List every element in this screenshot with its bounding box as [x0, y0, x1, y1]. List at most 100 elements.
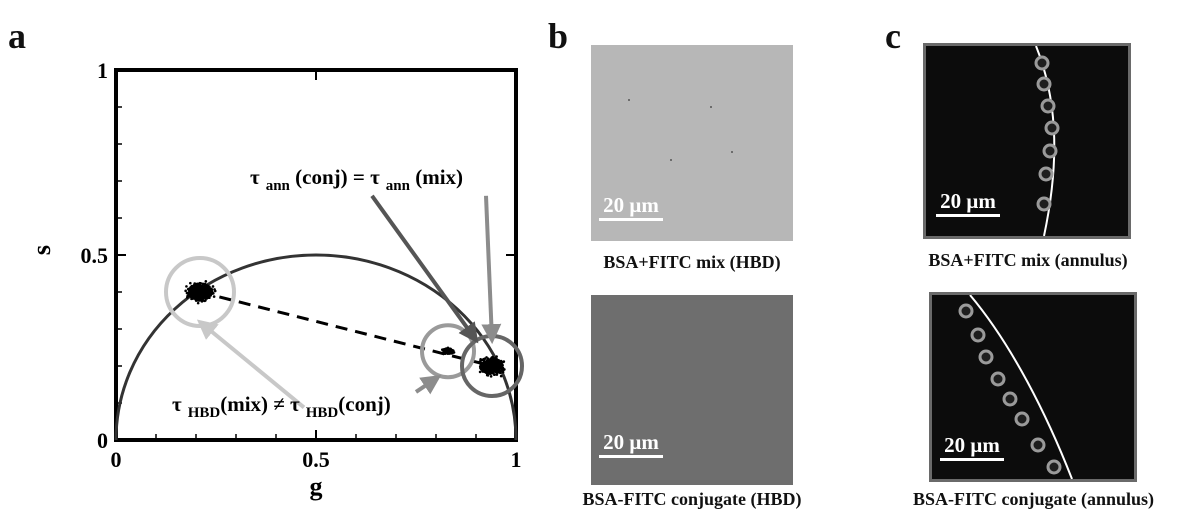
scatter-point [195, 286, 198, 290]
scatter-point [212, 295, 216, 298]
cell-marker [1034, 55, 1050, 71]
scatter-point [211, 285, 215, 288]
scatter-point [485, 363, 489, 366]
scatter-point [209, 294, 212, 297]
scale-bar-label: 20 μm [603, 193, 659, 217]
scatter-point [189, 281, 192, 285]
scatter-point [188, 288, 192, 291]
scatter-point [193, 288, 197, 292]
cell-marker [1046, 459, 1062, 475]
panel-label-c: c [885, 16, 901, 56]
cell-marker [1040, 98, 1056, 114]
x-axis-label: g [310, 472, 323, 501]
scatter-point [194, 296, 198, 300]
cell-marker [1036, 76, 1052, 92]
scatter-point [485, 359, 489, 362]
scatter-point [192, 297, 195, 300]
scatter-points [184, 280, 506, 378]
y-axis-label: s [27, 245, 56, 255]
cell-marker [1030, 437, 1046, 453]
cell-marker [1044, 120, 1060, 136]
caption-bsa-fitc-conjugate-annulus: BSA-FITC conjugate (annulus) [912, 489, 1155, 509]
scatter-point [197, 290, 201, 294]
annulus-boundary [969, 295, 1073, 479]
cell-markers [958, 303, 1062, 475]
scatter-point [198, 281, 202, 285]
scatter-point [452, 351, 456, 354]
panel-label-a: a [8, 16, 26, 56]
scatter-point [483, 368, 487, 371]
scatter-point [488, 361, 492, 365]
scatter-point [188, 290, 192, 294]
scatter-point [491, 365, 494, 368]
scatter-point [490, 356, 493, 360]
scatter-point [199, 288, 203, 292]
scatter-point [193, 284, 197, 288]
scatter-point [193, 282, 196, 285]
caption-bsa-fitc-mix-hbd: BSA+FITC mix (HBD) [603, 252, 781, 272]
caption-bsa-fitc-conjugate-hbd: BSA-FITC conjugate (HBD) [582, 489, 802, 509]
x-tick-label: 0 [111, 447, 122, 472]
scatter-point [196, 292, 200, 296]
scatter-point [488, 359, 492, 363]
image-bsa-fitc-conjugate-hbd: 20 μm [591, 295, 793, 485]
scatter-point [494, 357, 498, 361]
scatter-point [449, 349, 452, 353]
x-tick-label: 0.5 [302, 447, 330, 472]
scatter-point [205, 292, 209, 296]
scatter-point [443, 348, 446, 351]
cell-marker [1036, 196, 1052, 212]
scatter-point [482, 357, 485, 361]
annotation-ann: τ ann (conj) = τ ann (mix) [250, 165, 463, 194]
scatter-point [189, 295, 193, 298]
arrow-ann-mix [481, 195, 502, 345]
y-tick-label: 1 [97, 58, 108, 83]
x-tick-label: 1 [511, 447, 522, 472]
caption-bsa-fitc-mix-annulus: BSA+FITC mix (annulus) [928, 250, 1128, 270]
cell-marker [1042, 143, 1058, 159]
scatter-point [210, 290, 213, 294]
scatter-point [479, 357, 482, 361]
scatter-point [486, 370, 489, 374]
cell-marker [1014, 411, 1030, 427]
cell-marker [1038, 166, 1054, 182]
phasor-plot: 000.50.511 s g τ ann (conj) = τ ann (mix) … [27, 58, 524, 501]
scatter-point [197, 284, 201, 287]
image-field [926, 46, 1128, 236]
scatter-point [199, 298, 203, 302]
arrow-ann-conj [370, 194, 479, 344]
scatter-point [208, 285, 211, 289]
scatter-point [501, 370, 505, 374]
scatter-point [494, 366, 497, 370]
scatter-point [493, 361, 497, 364]
scatter-point [495, 355, 498, 358]
y-tick-label: 0.5 [81, 243, 109, 268]
scatter-point [196, 301, 200, 305]
scale-bar-label: 20 μm [603, 430, 659, 454]
scatter-point [483, 370, 486, 374]
scatter-point [194, 293, 197, 297]
image-field [591, 45, 793, 241]
cell-marker [1002, 391, 1018, 407]
scatter-point [489, 368, 493, 372]
scatter-point [482, 365, 485, 368]
scatter-point [204, 280, 208, 283]
scatter-point [202, 296, 205, 300]
scatter-point [202, 291, 205, 295]
scale-bar-label: 20 μm [940, 189, 996, 213]
annotation-hbd: τ HBD(mix) ≠ τ HBD(conj) [172, 392, 391, 421]
scatter-point [185, 285, 188, 288]
cluster-ring [420, 323, 476, 380]
scatter-point [479, 367, 483, 371]
scatter-point [490, 371, 493, 375]
cell-marker [990, 371, 1006, 387]
scale-bar: 20 μm [940, 435, 1004, 461]
scatter-point [482, 361, 485, 365]
scatter-point [203, 283, 207, 286]
scatter-point [503, 368, 506, 371]
scatter-point [489, 375, 493, 378]
scatter-point [496, 366, 499, 369]
image-bsa-fitc-mix-hbd: 20 μm [591, 45, 793, 241]
scatter-point [491, 361, 495, 364]
scale-bar-label: 20 μm [944, 433, 1000, 457]
